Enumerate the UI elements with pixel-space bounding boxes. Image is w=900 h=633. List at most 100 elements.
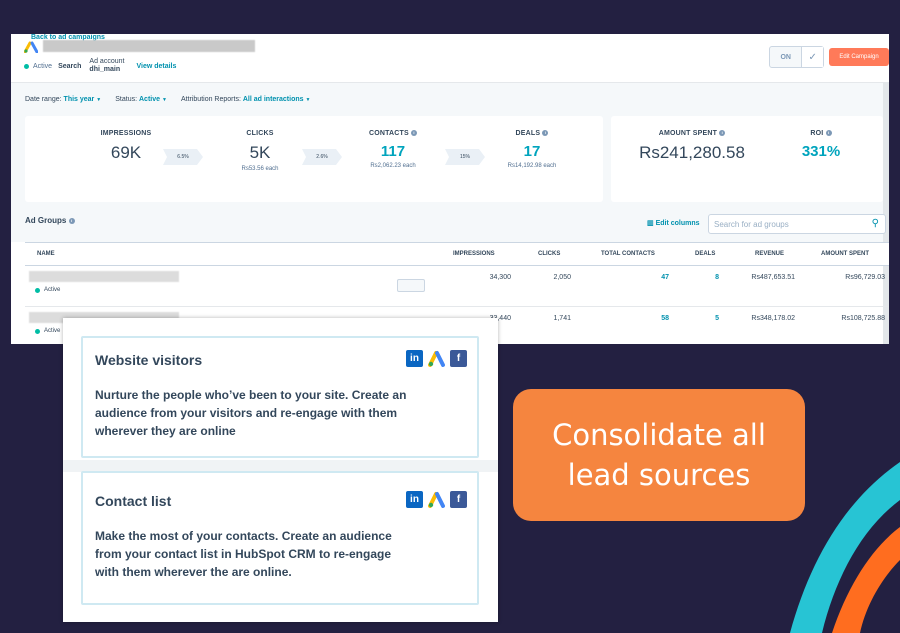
row-status: Active [35, 328, 60, 334]
columns-icon: ▥ [647, 220, 654, 227]
ad-groups-title-text: Ad Groups [25, 216, 67, 225]
roi-label: ROI [810, 130, 824, 137]
roi-metrics-card: AMOUNT SPENT i Rs241,280.58 ROI i 331% [611, 116, 883, 202]
impressions-metric: IMPRESSIONS 69K [71, 130, 181, 163]
facebook-icon: f [450, 491, 467, 508]
column-header-deals[interactable]: DEALS [695, 251, 716, 257]
conversion-rate-arrow: 6.5% [163, 149, 203, 165]
info-icon[interactable]: i [68, 217, 75, 224]
google-ads-icon [428, 492, 445, 508]
audience-title: Contact list [95, 493, 172, 509]
table-row[interactable]: Active 34,300 2,050 47 8 Rs487,653.51 Rs… [25, 266, 889, 307]
amount-spent-value: Rs241,280.58 [639, 143, 745, 162]
deals-label: DEALS [515, 130, 541, 137]
cell-amount-spent: Rs96,729.03 [845, 274, 885, 281]
cell-revenue: Rs348,178.02 [751, 315, 795, 322]
amount-spent-metric: AMOUNT SPENT i Rs241,280.58 [627, 130, 757, 163]
promo-callout: Consolidate all lead sources [513, 389, 805, 521]
cell-revenue: Rs487,653.51 [751, 274, 795, 281]
campaign-on-toggle[interactable]: ON ✓ [769, 46, 824, 68]
status-dot-icon [24, 63, 29, 69]
info-icon[interactable]: i [411, 130, 418, 137]
ad-groups-table: NAME IMPRESSIONS CLICKS TOTAL CONTACTS D… [25, 242, 889, 344]
edit-columns-label: Edit columns [655, 220, 700, 227]
search-placeholder: Search for ad groups [714, 220, 789, 229]
conversion-rate-arrow: 2.6% [302, 149, 342, 165]
deals-value[interactable]: 17 [523, 143, 541, 160]
info-icon[interactable]: i [719, 130, 726, 137]
audience-description: Make the most of your contacts. Create a… [95, 529, 392, 579]
clicks-label: CLICKS [246, 130, 274, 137]
attribution-filter[interactable]: Attribution Reports: All ad interactions… [181, 96, 311, 103]
conversion-rate-arrow: 15% [445, 149, 485, 165]
ad-account-value: dhi_main [89, 66, 121, 73]
status-filter-value: Active [139, 96, 161, 103]
contacts-label: CONTACTS [368, 130, 409, 137]
edit-columns-button[interactable]: ▥ Edit columns [647, 219, 700, 227]
cell-contacts[interactable]: 58 [661, 315, 669, 322]
status-filter[interactable]: Status: Active ▼ [115, 96, 167, 103]
funnel-metrics-card: IMPRESSIONS 69K 6.5% CLICKS 5K Rs53.56 e… [25, 116, 603, 202]
campaign-network: Search [58, 62, 82, 70]
cell-deals[interactable]: 5 [715, 315, 719, 322]
column-header-amount-spent[interactable]: AMOUNT SPENT [821, 251, 869, 257]
row-status-text: Active [44, 287, 61, 293]
view-details-link[interactable]: View details [136, 62, 177, 70]
metrics-area: IMPRESSIONS 69K 6.5% CLICKS 5K Rs53.56 e… [11, 116, 883, 212]
cell-deals[interactable]: 8 [715, 274, 719, 281]
column-header-contacts[interactable]: TOTAL CONTACTS [601, 251, 655, 257]
campaign-header: Back to ad campaigns Active Search Ad ac… [11, 34, 889, 82]
filter-bar: Date range: This year ▼ Status: Active ▼ A… [11, 82, 889, 116]
deals-label-wrap: DEALS i [477, 130, 587, 137]
ad-account-label: Ad account [89, 58, 125, 65]
date-range-filter[interactable]: Date range: This year ▼ [25, 96, 101, 103]
clicks-value: 5K [249, 143, 271, 162]
ad-groups-header: Ad Groups i ▥ Edit columns Search for ad… [11, 212, 886, 242]
deals-metric: DEALS i 17 Rs14,192.98 each [477, 130, 587, 169]
audience-network-icons: in f [406, 350, 467, 367]
impressions-value: 69K [110, 143, 142, 162]
ad-group-name-redacted [29, 312, 179, 323]
audience-card-contact-list[interactable]: Contact list in f Make the most of your … [81, 471, 479, 605]
audience-types-panel: Website visitors in f Nurture the people… [63, 318, 498, 622]
row-toggle[interactable] [397, 279, 425, 292]
roi-value: 331% [801, 143, 841, 160]
amount-spent-label-wrap: AMOUNT SPENT i [627, 130, 757, 137]
column-header-name[interactable]: NAME [37, 251, 55, 257]
campaign-meta: Active Search Ad account dhi_main View d… [24, 58, 176, 74]
ad-groups-search-input[interactable]: Search for ad groups ⚲ [708, 214, 886, 234]
ad-account: Ad account dhi_main [89, 58, 124, 74]
back-to-campaigns-link[interactable]: Back to ad campaigns [31, 34, 105, 41]
cell-contacts[interactable]: 47 [661, 274, 669, 281]
clicks-cost: Rs53.56 each [241, 166, 279, 172]
column-header-clicks[interactable]: CLICKS [538, 251, 561, 257]
column-header-revenue[interactable]: REVENUE [755, 251, 785, 257]
ad-groups-title: Ad Groups i [25, 216, 75, 225]
cell-clicks: 2,050 [553, 274, 571, 281]
info-icon[interactable]: i [542, 130, 549, 137]
contacts-value[interactable]: 117 [380, 143, 406, 160]
callout-line-2: lead sources [567, 458, 751, 492]
contacts-label-wrap: CONTACTS i [338, 130, 448, 137]
chevron-down-icon: ▼ [96, 97, 102, 103]
linkedin-icon: in [406, 491, 423, 508]
campaign-dashboard: Back to ad campaigns Active Search Ad ac… [11, 34, 889, 344]
info-icon[interactable]: i [825, 130, 832, 137]
ad-group-name-redacted [29, 271, 179, 282]
linkedin-icon: in [406, 350, 423, 367]
scrollbar[interactable] [883, 82, 889, 344]
attribution-value: All ad interactions [242, 96, 304, 103]
column-header-impressions[interactable]: IMPRESSIONS [453, 251, 495, 257]
campaign-title-redacted [43, 40, 255, 52]
cell-amount-spent: Rs108,725.88 [841, 315, 885, 322]
date-range-value: This year [63, 96, 95, 103]
impressions-label: IMPRESSIONS [100, 130, 152, 137]
audience-card-website-visitors[interactable]: Website visitors in f Nurture the people… [81, 336, 479, 458]
edit-campaign-button[interactable]: Edit Campaign [829, 48, 889, 66]
status-dot-icon [35, 328, 40, 334]
status-dot-icon [35, 287, 40, 293]
chevron-down-icon: ▼ [162, 97, 167, 103]
search-icon[interactable]: ⚲ [871, 218, 879, 229]
roi-label-wrap: ROI i [771, 130, 871, 137]
